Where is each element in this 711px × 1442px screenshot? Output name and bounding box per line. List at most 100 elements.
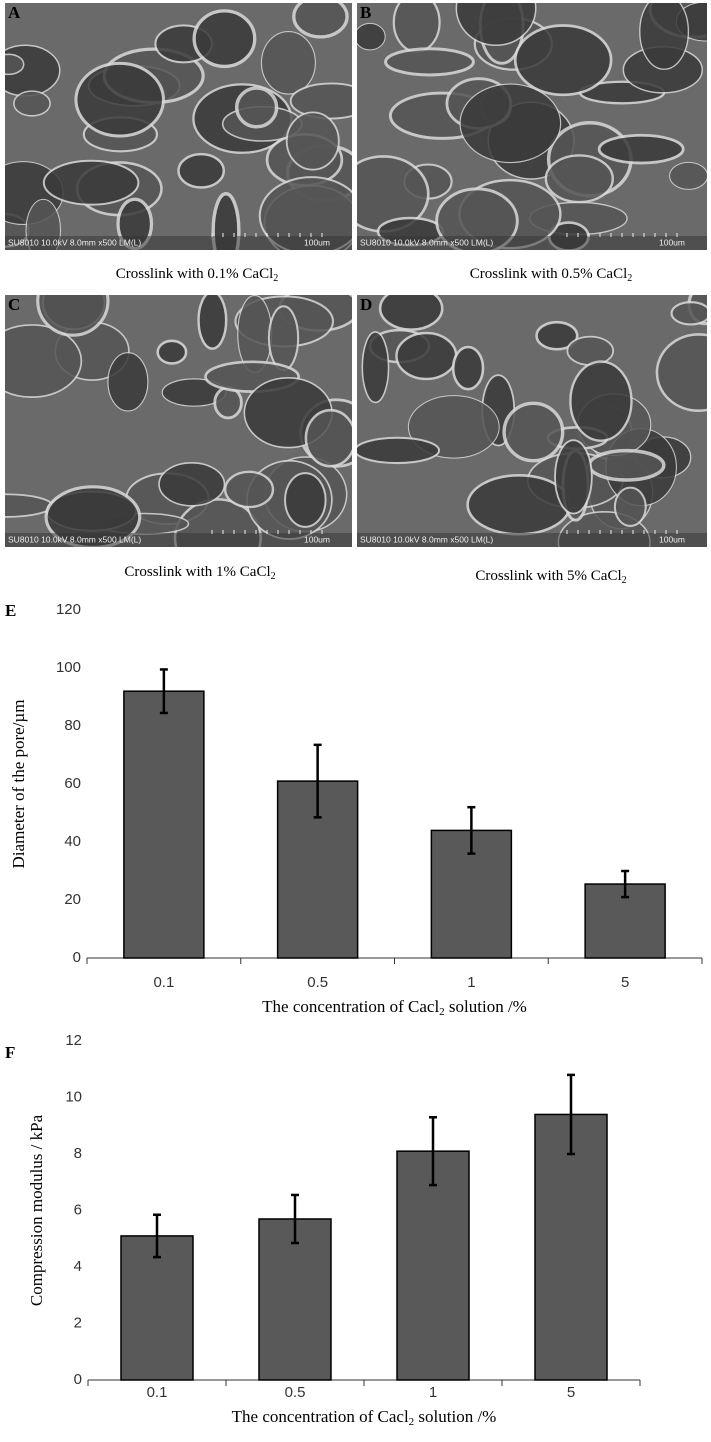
bar — [123, 690, 205, 959]
pore — [357, 22, 386, 51]
bar — [258, 1218, 332, 1381]
error-bar — [291, 1193, 299, 1245]
caption-sub: 2 — [622, 575, 627, 586]
x-tick-label: 0.1 — [153, 974, 174, 991]
scale-label: 100um — [659, 237, 685, 247]
caption-sub: 2 — [271, 571, 276, 582]
y-tick-label: 100 — [56, 659, 81, 676]
x-label-text: The concentration of Cacl — [262, 997, 439, 1016]
y-tick-label: 40 — [64, 833, 81, 850]
image-caption: Crosslink with 1% CaCl2 — [124, 564, 275, 582]
sem-image: SU8010 10.0kV 8.0mm x500 LM(L) 100um B — [357, 3, 707, 250]
y-tick-label: 120 — [56, 601, 81, 618]
texture — [5, 295, 352, 547]
x-label-sub: 2 — [439, 1006, 445, 1018]
pore — [177, 152, 226, 189]
pore — [289, 82, 352, 120]
error-bar — [159, 668, 168, 715]
x-axis-label: The concentration of Cacl2 solution /% — [232, 1407, 497, 1428]
pore — [392, 3, 441, 53]
x-label-sub: 2 — [409, 1416, 415, 1428]
sem-image: SU8010 10.0kV 8.0mm x500 LM(L) 100um A — [5, 3, 352, 250]
pore — [435, 187, 519, 250]
x-tick-label: 1 — [467, 974, 475, 991]
scale-label: 100um — [304, 534, 330, 544]
x-tick-label: 0.5 — [285, 1384, 306, 1401]
pore — [357, 436, 441, 465]
pore — [669, 161, 707, 190]
x-tick-label: 5 — [567, 1384, 575, 1401]
image-info: SU8010 10.0kV 8.0mm x500 LM(L) — [8, 534, 141, 544]
bar — [534, 1113, 608, 1381]
pore — [378, 295, 444, 331]
pore — [554, 439, 593, 515]
caption-text: Crosslink with 5% CaCl — [475, 568, 621, 584]
pore — [513, 24, 613, 97]
y-tick-label: 80 — [64, 717, 81, 734]
image-info: SU8010 10.0kV 8.0mm x500 LM(L) — [360, 534, 493, 544]
image-caption: Crosslink with 0.5% CaCl2 — [470, 266, 633, 284]
y-tick-label: 60 — [64, 775, 81, 792]
panel-label: D — [360, 295, 372, 314]
y-axis-label: Diameter of the pore/µm — [9, 700, 28, 869]
x-label-end: solution /% — [445, 997, 527, 1016]
info-strip — [357, 236, 707, 250]
caption-text: Crosslink with 1% CaCl — [124, 564, 270, 580]
y-tick-label: 10 — [65, 1088, 82, 1105]
pore — [25, 198, 62, 250]
pore — [258, 176, 352, 250]
x-label-end: solution /% — [414, 1407, 496, 1426]
pore — [260, 30, 316, 95]
error-bar — [153, 1213, 161, 1259]
pore — [197, 295, 228, 350]
pore — [156, 339, 188, 365]
pore — [285, 111, 340, 171]
error-bar — [429, 1116, 437, 1187]
y-tick-label: 12 — [65, 1032, 82, 1049]
pore — [655, 333, 707, 412]
pore — [384, 47, 475, 77]
pore — [42, 159, 140, 206]
pore — [502, 401, 565, 463]
error-bar — [467, 805, 476, 855]
pore — [5, 53, 25, 76]
panel-label: E — [5, 601, 16, 620]
pore — [292, 3, 349, 39]
y-tick-label: 6 — [74, 1201, 82, 1218]
pore — [107, 352, 149, 412]
pore — [395, 331, 458, 381]
scale-label: 100um — [304, 237, 330, 247]
pore — [13, 90, 51, 117]
y-tick-label: 4 — [74, 1258, 82, 1275]
error-bar — [313, 743, 322, 819]
pore — [566, 335, 615, 366]
y-tick-label: 2 — [74, 1314, 82, 1331]
pore — [267, 305, 300, 371]
pore — [304, 408, 352, 468]
x-tick-label: 1 — [429, 1384, 437, 1401]
texture — [357, 3, 707, 250]
info-strip — [357, 533, 707, 547]
sem-image: SU8010 10.0kV 8.0mm x500 LM(L) 100um C — [5, 295, 352, 547]
pore — [192, 9, 257, 69]
pore — [459, 83, 562, 164]
panel-label: B — [360, 3, 371, 22]
caption-text: Crosslink with 0.1% CaCl — [116, 266, 274, 282]
y-axis-label: Compression modulus / kPa — [27, 1114, 46, 1306]
pore — [455, 3, 537, 47]
bar — [396, 1150, 470, 1381]
pore — [587, 448, 666, 482]
pore — [597, 133, 685, 165]
pore — [211, 192, 241, 250]
image-info: SU8010 10.0kV 8.0mm x500 LM(L) — [360, 237, 493, 247]
pore — [544, 154, 614, 204]
y-tick-label: 0 — [73, 949, 81, 966]
pore — [670, 301, 707, 326]
x-tick-label: 0.5 — [307, 974, 328, 991]
image-info: SU8010 10.0kV 8.0mm x500 LM(L) — [8, 237, 141, 247]
pore — [223, 470, 275, 509]
pore — [74, 61, 166, 138]
error-bar — [567, 1073, 575, 1156]
pore — [158, 461, 226, 507]
